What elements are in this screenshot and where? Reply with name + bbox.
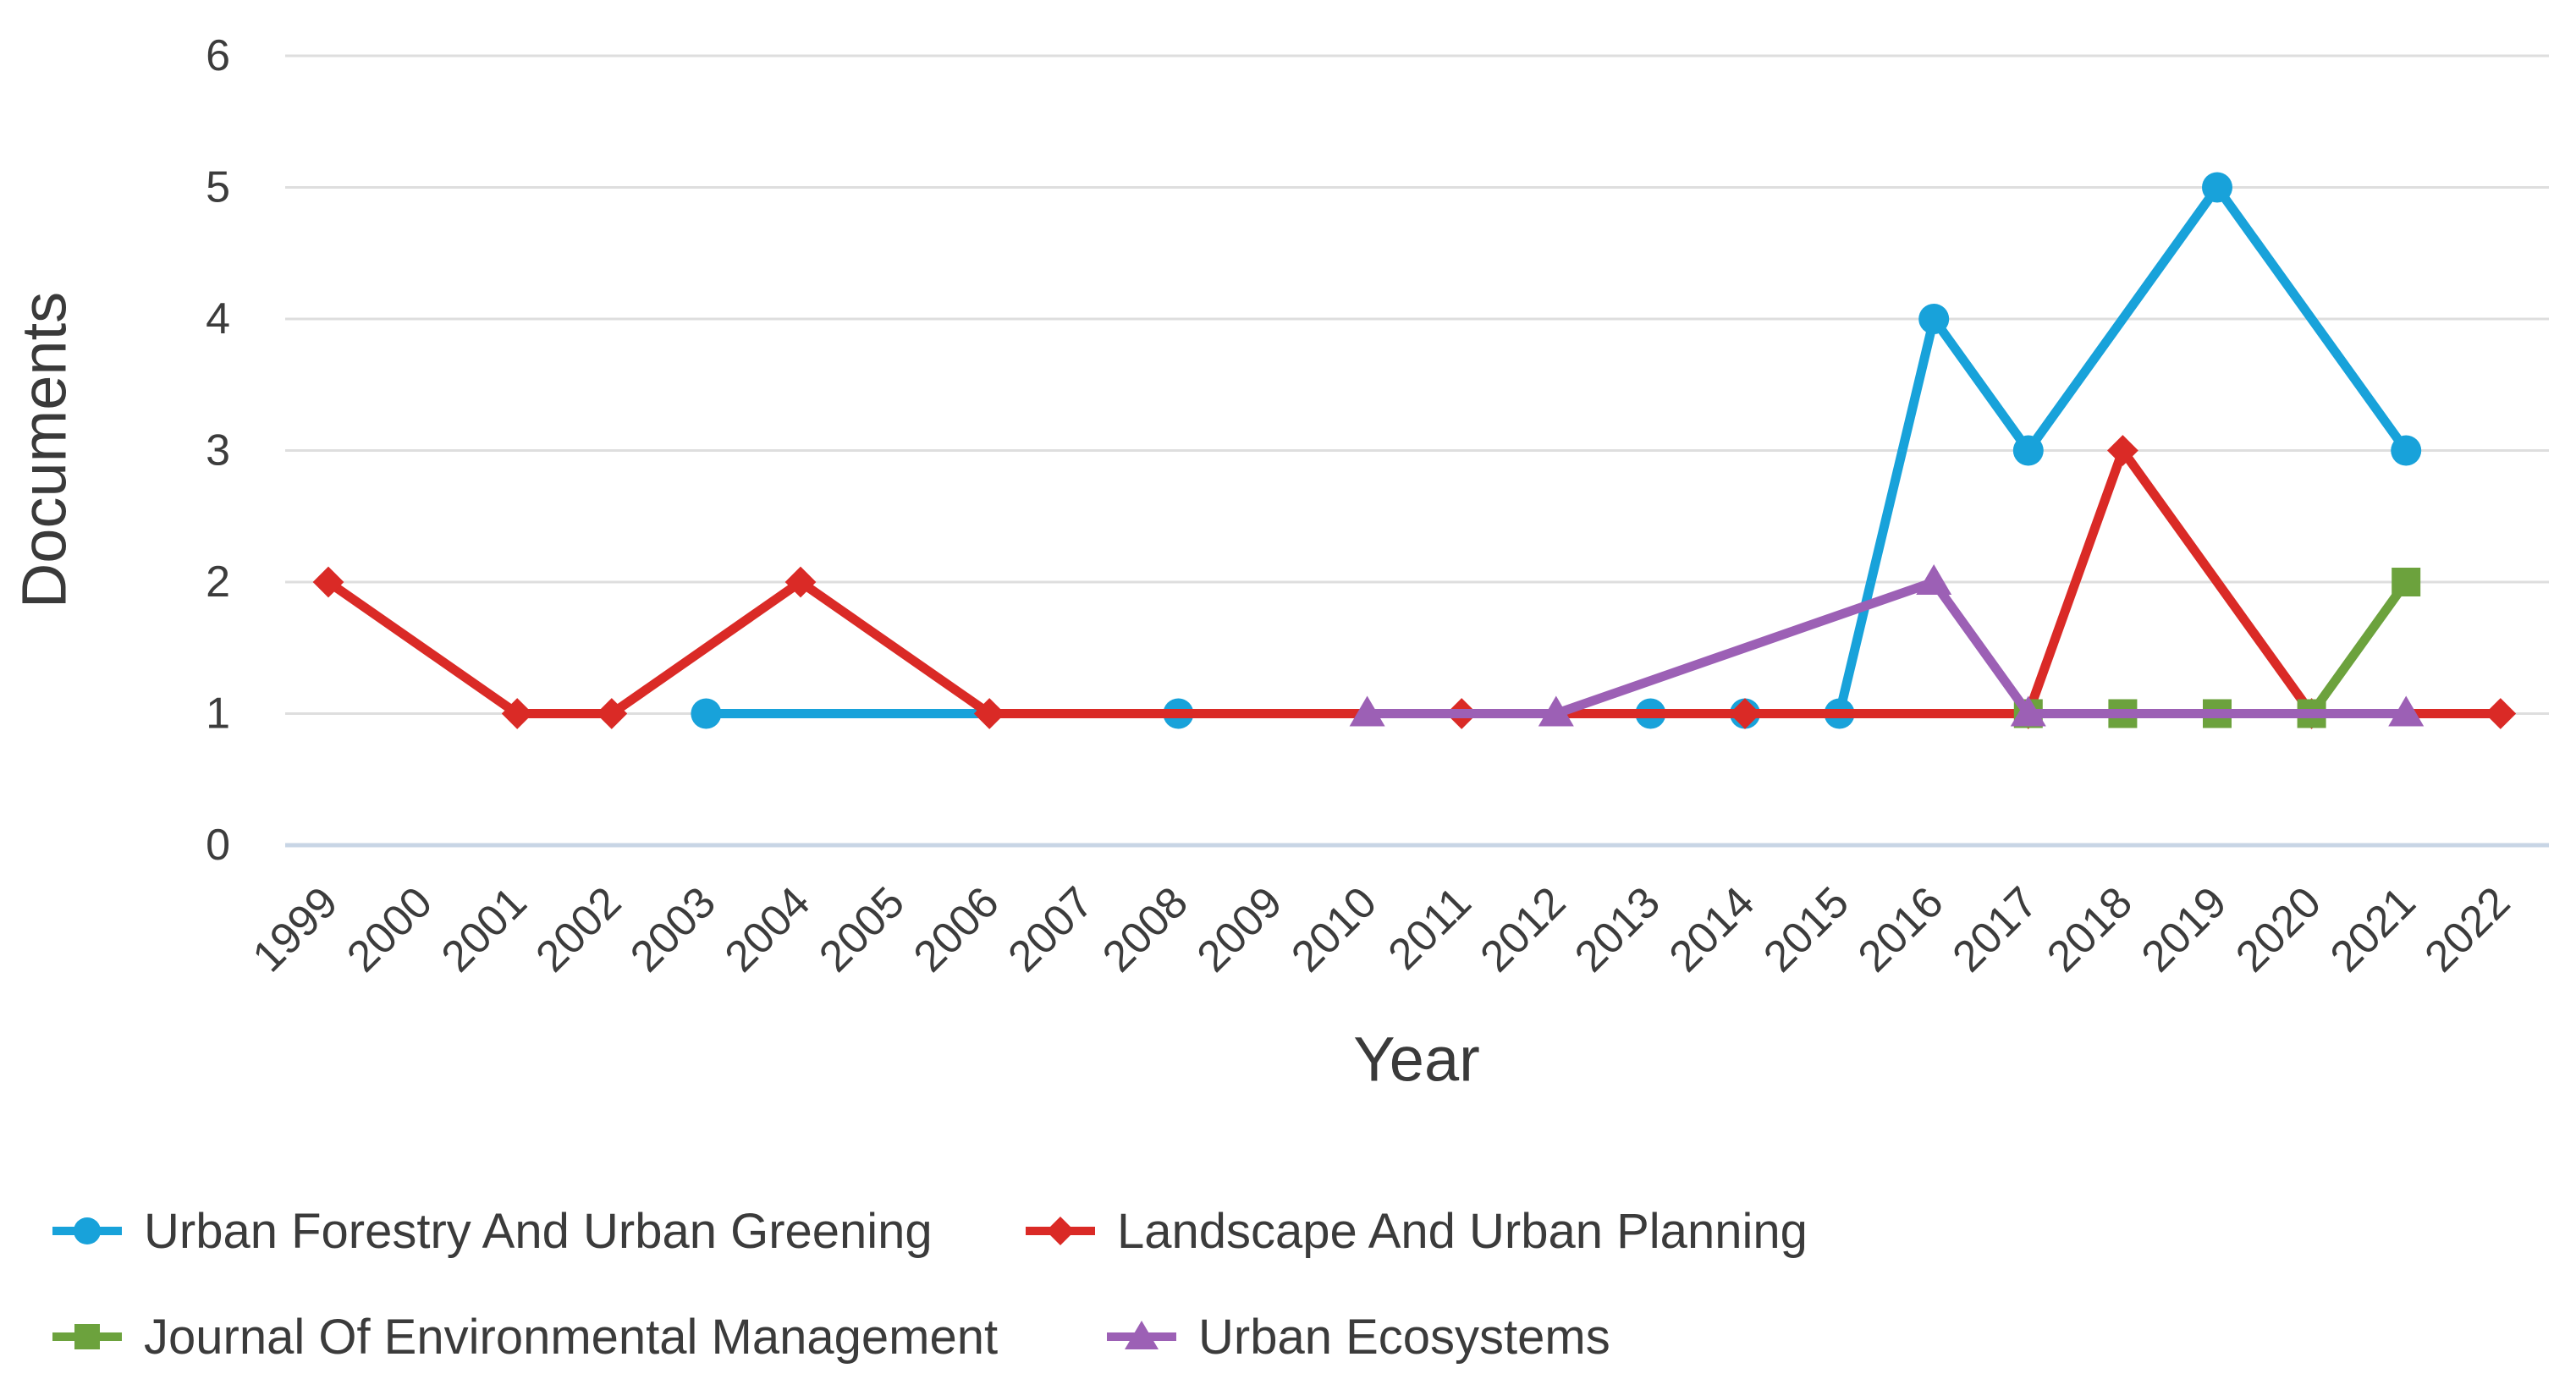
series-line-2 xyxy=(2028,579,2410,718)
x-tick-label-2001: 2001 xyxy=(432,877,537,981)
x-tick-label-2014: 2014 xyxy=(1660,877,1764,981)
square-marker-icon xyxy=(49,1316,125,1358)
data-point-1-2022-1[interactable] xyxy=(2485,698,2517,729)
data-point-3-2016-2[interactable] xyxy=(1916,564,1952,595)
x-tick-label-2002: 2002 xyxy=(526,877,630,981)
x-tick-label-2004: 2004 xyxy=(716,877,820,981)
data-point-1-1999-2[interactable] xyxy=(312,566,344,598)
circle-legend-glyph xyxy=(52,1217,122,1244)
data-point-3-2017-1[interactable] xyxy=(2010,695,2046,727)
legend-label: Urban Ecosystems xyxy=(1198,1309,1610,1365)
data-point-2-2021-2[interactable] xyxy=(2392,568,2421,596)
x-tick-label-2009: 2009 xyxy=(1188,877,1292,981)
data-point-1-2014-1[interactable] xyxy=(1729,698,1761,729)
data-point-3-2021-1[interactable] xyxy=(2388,695,2425,727)
y-tick-label-4: 4 xyxy=(206,294,230,343)
y-tick-label-5: 5 xyxy=(206,163,230,212)
circle-marker-icon xyxy=(49,1210,125,1252)
legend-label: Journal Of Environmental Management xyxy=(144,1309,999,1365)
x-tick-label-2008: 2008 xyxy=(1093,877,1197,981)
square-legend-glyph xyxy=(52,1324,122,1349)
legend-marker-shape xyxy=(1125,1321,1159,1349)
x-tick-label-2011: 2011 xyxy=(1379,877,1481,979)
x-tick-label-2015: 2015 xyxy=(1754,877,1858,981)
series-line-3 xyxy=(1367,576,2407,718)
legend-item-urban-ecosystems[interactable]: Urban Ecosystems xyxy=(1104,1294,1610,1379)
triangle-legend-glyph xyxy=(1107,1321,1176,1349)
diamond-legend-glyph xyxy=(1026,1217,1095,1245)
x-tick-label-2007: 2007 xyxy=(999,877,1103,981)
y-tick-label-6: 6 xyxy=(206,31,230,80)
legend-item-urban-forestry-and-urban-greening[interactable]: Urban Forestry And Urban Greening xyxy=(49,1189,933,1273)
data-point-1-2018-3[interactable] xyxy=(2107,435,2138,466)
legend-item-landscape-and-urban-planning[interactable]: Landscape And Urban Planning xyxy=(1022,1189,1808,1273)
x-axis-title: Year xyxy=(1353,1024,1480,1095)
x-tick-label-2003: 2003 xyxy=(621,877,725,981)
diamond-marker-icon xyxy=(1022,1210,1098,1252)
x-tick-label-2000: 2000 xyxy=(338,877,442,981)
series-3 xyxy=(1349,564,2425,727)
data-point-1-2002-1[interactable] xyxy=(596,698,628,729)
legend-item-journal-of-environmental-management[interactable]: Journal Of Environmental Management xyxy=(49,1294,998,1379)
y-tick-label-3: 3 xyxy=(206,426,230,475)
x-tick-label-2020: 2020 xyxy=(2226,877,2331,981)
x-tick-label-2012: 2012 xyxy=(1471,877,1575,981)
y-tick-label-1: 1 xyxy=(206,690,230,739)
x-tick-label-2022: 2022 xyxy=(2415,877,2519,981)
legend-marker-shape xyxy=(74,1217,101,1244)
x-tick-label-2018: 2018 xyxy=(2038,877,2142,981)
x-tick-label-2010: 2010 xyxy=(1282,877,1386,981)
data-point-0-2021-3[interactable] xyxy=(2391,435,2422,466)
x-tick-label-2013: 2013 xyxy=(1566,877,1670,981)
y-tick-label-0: 0 xyxy=(206,821,230,870)
data-point-0-2017-3[interactable] xyxy=(2012,435,2044,466)
x-tick-label-2006: 2006 xyxy=(905,877,1009,981)
data-point-1-2004-2[interactable] xyxy=(784,566,817,598)
x-tick-label-1999: 1999 xyxy=(244,877,348,981)
x-tick-label-2017: 2017 xyxy=(1943,877,2047,981)
x-tick-label-2019: 2019 xyxy=(2133,877,2237,981)
legend-marker-shape xyxy=(74,1324,100,1349)
data-point-3-2010-1[interactable] xyxy=(1349,695,1385,727)
legend-marker-shape xyxy=(1046,1217,1075,1245)
y-tick-label-2: 2 xyxy=(206,558,230,607)
data-point-0-2019-5[interactable] xyxy=(2202,172,2232,203)
data-point-1-2006-1[interactable] xyxy=(973,698,1005,729)
x-tick-label-2021: 2021 xyxy=(2321,877,2425,981)
data-point-3-2012-1[interactable] xyxy=(1538,695,1574,727)
y-axis-title: Documents xyxy=(8,291,80,609)
x-tick-label-2016: 2016 xyxy=(1849,877,1953,981)
data-point-1-2001-1[interactable] xyxy=(501,698,533,729)
triangle-marker-icon xyxy=(1104,1316,1180,1358)
data-point-0-2003-1[interactable] xyxy=(691,698,722,729)
data-point-0-2016-4[interactable] xyxy=(1918,304,1950,334)
legend-label: Landscape And Urban Planning xyxy=(1117,1203,1808,1259)
legend-label: Urban Forestry And Urban Greening xyxy=(144,1203,933,1259)
x-tick-label-2005: 2005 xyxy=(810,877,914,981)
